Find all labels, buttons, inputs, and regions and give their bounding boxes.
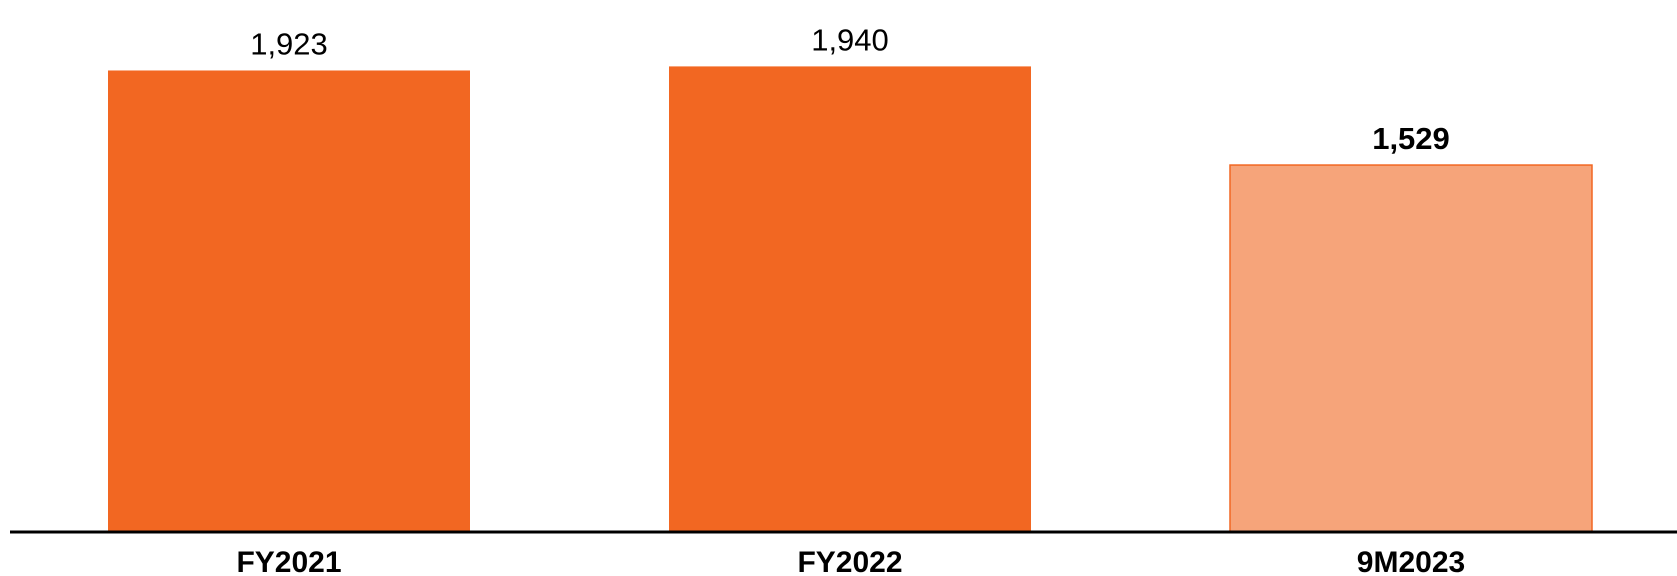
value-labels-group: 1,923 1,940 1,529: [250, 22, 1450, 156]
value-label-fy2021: 1,923: [250, 26, 328, 61]
category-label-fy2022: FY2022: [797, 546, 902, 576]
category-label-fy2021: FY2021: [236, 546, 341, 576]
category-label-9m2023: 9M2023: [1357, 546, 1465, 576]
bar-fy2022: [669, 66, 1031, 533]
category-labels-group: FY2021 FY2022 9M2023: [236, 546, 1465, 576]
bar-fy2021: [108, 70, 470, 532]
value-label-fy2022: 1,940: [811, 22, 889, 57]
value-label-9m2023: 1,529: [1372, 121, 1450, 156]
bar-9m2023: [1229, 164, 1593, 533]
bars-group: [108, 66, 1593, 533]
